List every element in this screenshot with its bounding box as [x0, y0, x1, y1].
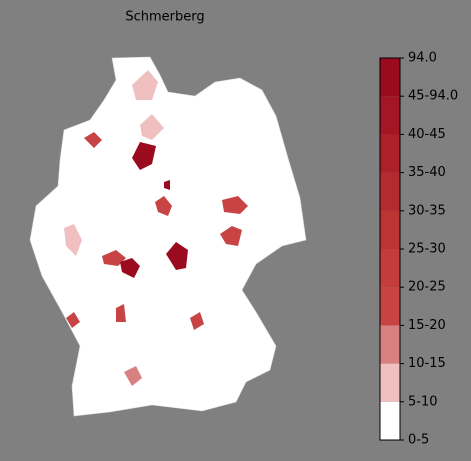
colorbar-segment: [380, 363, 400, 402]
colorbar-segment: [380, 172, 400, 211]
colorbar-label: 0-5: [408, 433, 429, 448]
colorbar-segment: [380, 210, 400, 249]
colorbar-segment: [380, 96, 400, 135]
map: [29, 56, 307, 417]
region: [132, 142, 156, 170]
colorbar-label: 35-40: [408, 165, 446, 180]
region: [220, 226, 242, 246]
colorbar-segment: [380, 325, 400, 364]
country-outline: [29, 56, 307, 417]
colorbar-segment: [380, 401, 400, 440]
colorbar-label: 30-35: [408, 203, 446, 218]
region: [116, 304, 126, 322]
colorbar: 0-5 5-10 10-15 15-20 20-25 25-30 30-35 35-40 40-…: [379, 51, 458, 448]
region: [120, 258, 140, 278]
region: [64, 224, 82, 256]
colorbar-segment: [380, 58, 400, 97]
colorbar-label: 40-45: [408, 127, 446, 142]
region: [222, 196, 248, 214]
colorbar-segment: [380, 249, 400, 288]
region: [155, 196, 172, 216]
colorbar-label: 25-30: [408, 242, 446, 257]
colorbar-label: 94.0: [408, 51, 437, 66]
colorbar-label: 15-20: [408, 318, 446, 333]
colorbar-label: 10-15: [408, 356, 446, 371]
map-title: Schmerberg: [125, 10, 204, 25]
colorbar-segment: [380, 287, 400, 326]
region: [140, 114, 164, 140]
colorbar-label: 20-25: [408, 280, 446, 295]
region: [166, 242, 188, 270]
region: [132, 70, 158, 100]
region: [124, 366, 142, 386]
region: [66, 312, 80, 328]
region: [190, 312, 204, 330]
colorbar-label: 45-94.0: [408, 89, 458, 104]
region: [164, 180, 170, 190]
colorbar-segment: [380, 134, 400, 173]
region: [84, 132, 102, 148]
colorbar-label: 5-10: [408, 394, 438, 409]
